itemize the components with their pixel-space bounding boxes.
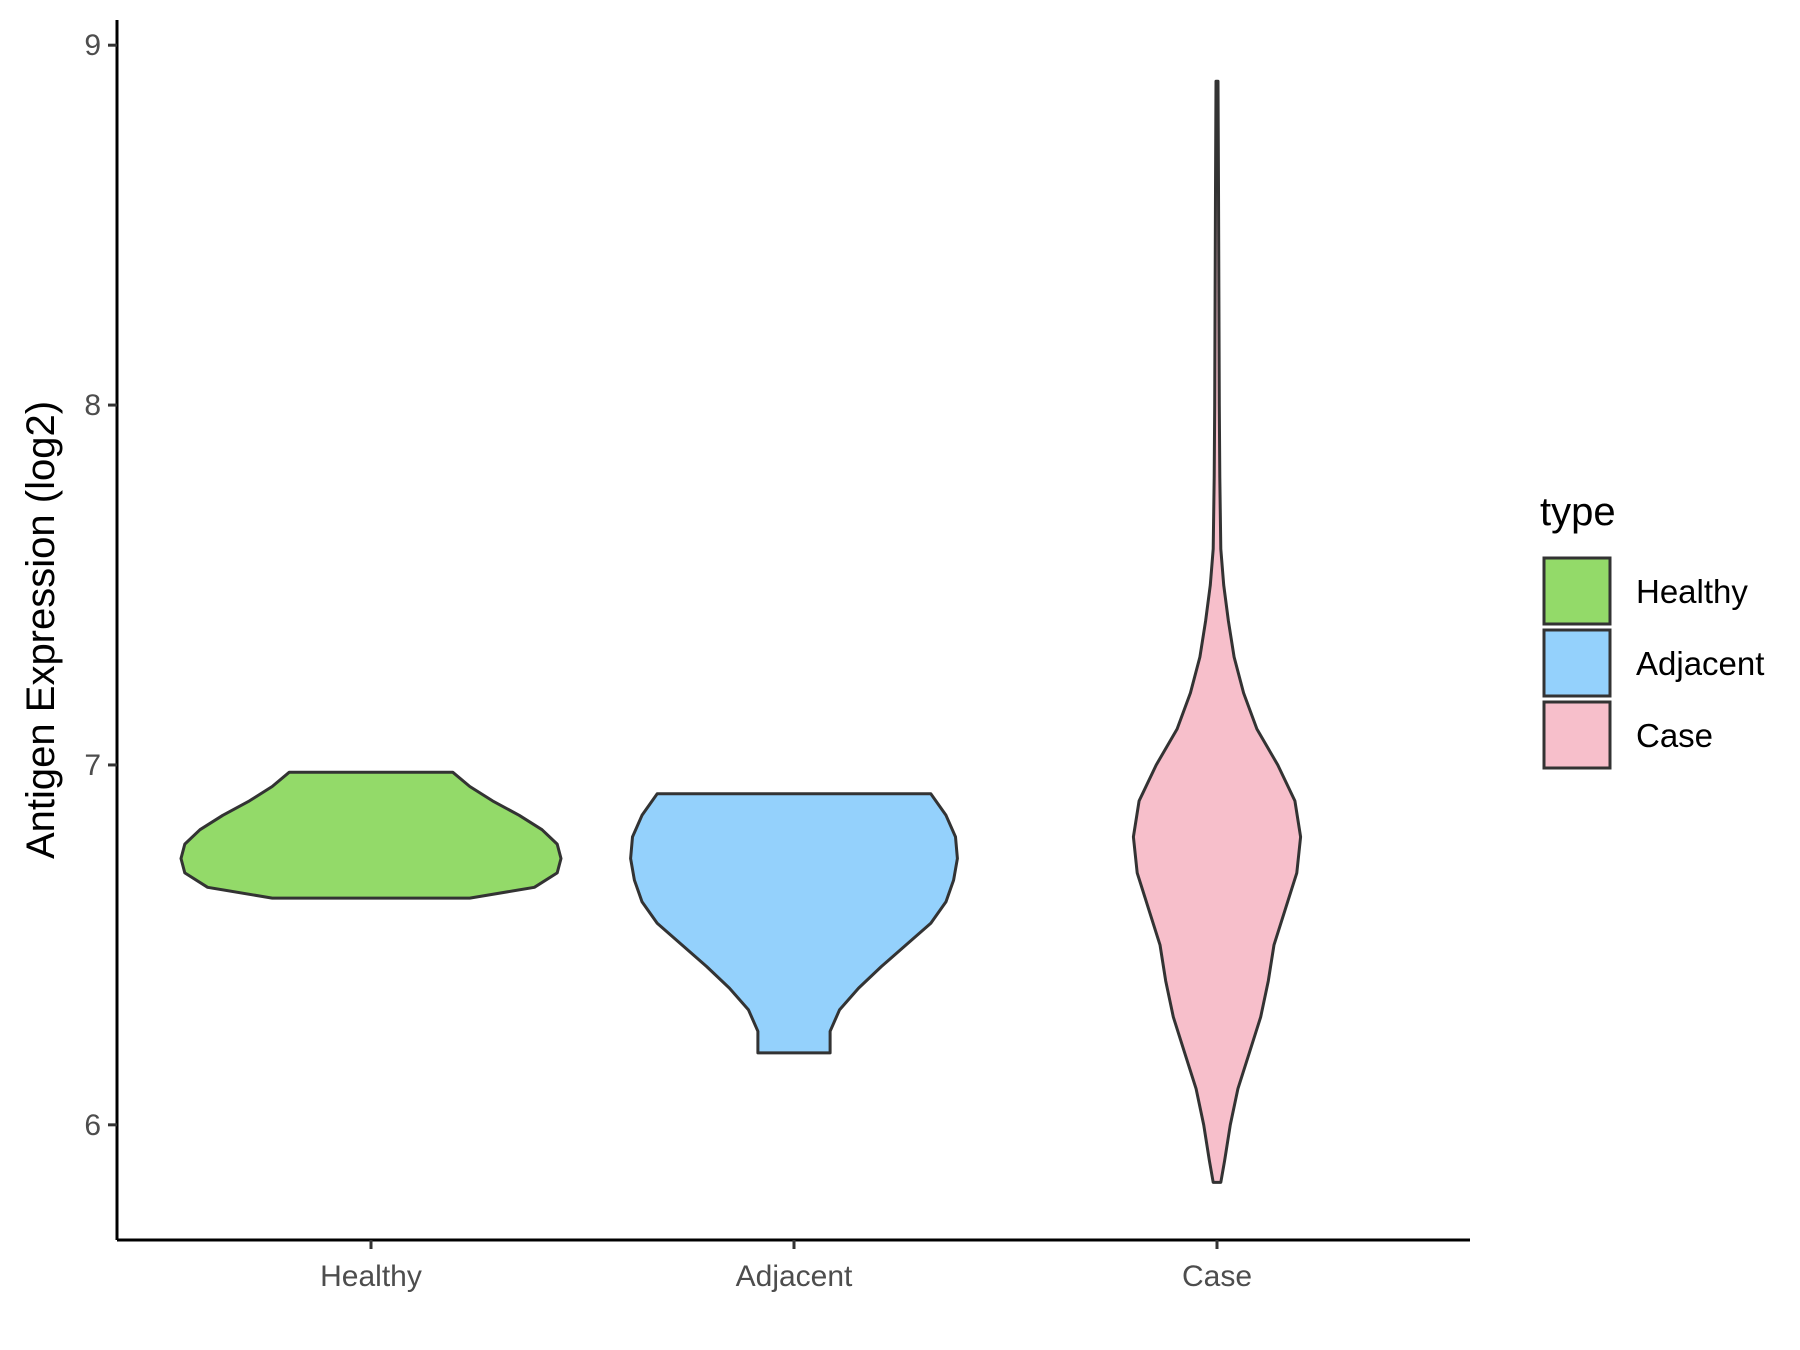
legend-label: Healthy (1636, 573, 1748, 610)
y-tick-label: 7 (84, 749, 101, 782)
legend-label: Case (1636, 717, 1713, 754)
violin-adjacent (629, 792, 959, 1055)
x-tick-label: Healthy (320, 1260, 422, 1293)
y-axis-title: Antigen Expression (log2) (19, 401, 63, 859)
violin-layer (179, 79, 1303, 1184)
legend-swatch-case (1542, 700, 1612, 770)
y-tick-label: 8 (84, 389, 101, 422)
violin-healthy (179, 770, 563, 900)
x-tick-label: Case (1182, 1260, 1252, 1293)
axes-layer: 6 7 8 9 Healthy Adjacent Case (84, 20, 1470, 1293)
legend-label: Adjacent (1636, 645, 1764, 682)
legend: type Healthy Adjacent Case (1540, 490, 1764, 770)
y-tick-label: 6 (84, 1109, 101, 1142)
legend-swatch-adjacent (1542, 628, 1612, 698)
legend-title: type (1540, 490, 1616, 534)
y-tick-label: 9 (84, 29, 101, 62)
x-tick-label: Adjacent (736, 1260, 853, 1293)
violin-case (1131, 79, 1303, 1184)
legend-swatch-healthy (1542, 556, 1612, 626)
